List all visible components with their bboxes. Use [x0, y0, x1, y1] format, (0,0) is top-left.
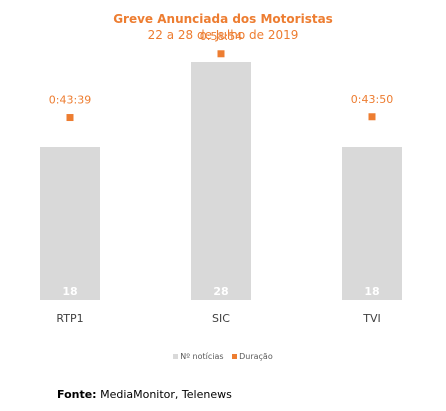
legend-swatch-noticias — [173, 354, 179, 359]
category-label-tvi: TVI — [362, 312, 381, 325]
duration-point-rtp1 — [66, 114, 74, 122]
bar-value-label-sic: 28 — [213, 285, 228, 298]
duration-point-tvi — [368, 113, 376, 121]
source-label: Fonte: — [57, 388, 97, 401]
bar-tvi — [342, 147, 402, 300]
legend-swatch-duracao — [232, 354, 238, 359]
bar-value-label-rtp1: 18 — [62, 285, 77, 298]
source-note: Fonte: MediaMonitor, Telenews — [57, 388, 232, 401]
duration-label-tvi: 0:43:50 — [351, 93, 393, 106]
duration-point-sic — [217, 50, 225, 58]
legend-item-noticias: Nº notícias — [173, 352, 224, 361]
chart-subtitle: 22 a 28 de Julho de 2019 — [147, 28, 299, 42]
chart-plot: 18 RTP1 0:43:39 28 SIC 0:58:54 18 TVI 0:43:50 — [40, 30, 402, 325]
duration-label-sic: 0:58:54 — [200, 30, 242, 43]
legend-label-duracao: Duração — [239, 352, 273, 361]
legend: Nº notícias Duração — [0, 352, 446, 361]
source-text: MediaMonitor, Telenews — [100, 388, 232, 401]
bar-rtp1 — [40, 147, 100, 300]
legend-label-noticias: Nº notícias — [180, 352, 224, 361]
legend-item-duracao: Duração — [232, 352, 273, 361]
bar-value-label-tvi: 18 — [364, 285, 379, 298]
category-label-rtp1: RTP1 — [56, 312, 83, 325]
bar-sic — [191, 62, 251, 300]
chart-title: Greve Anunciada dos Motoristas — [113, 12, 333, 26]
category-label-sic: SIC — [212, 312, 230, 325]
duration-label-rtp1: 0:43:39 — [49, 94, 91, 107]
